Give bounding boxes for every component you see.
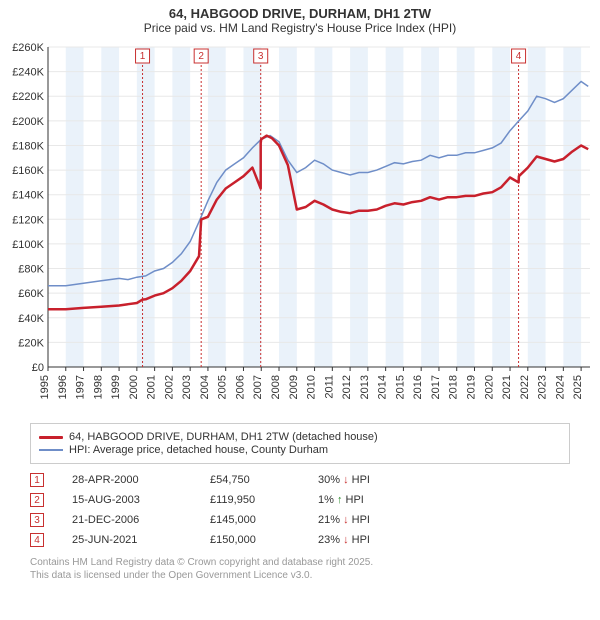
y-axis-label: £180K: [12, 140, 44, 152]
legend-label-hpi: HPI: Average price, detached house, Coun…: [69, 444, 328, 456]
x-axis-label: 2008: [270, 375, 282, 399]
x-axis-label: 2003: [181, 375, 193, 399]
legend-label-price: 64, HABGOOD DRIVE, DURHAM, DH1 2TW (deta…: [69, 431, 378, 443]
legend-swatch-price: [39, 436, 63, 439]
x-axis-label: 2023: [537, 375, 549, 399]
x-axis-label: 2005: [217, 375, 229, 399]
transaction-marker: 3: [30, 513, 44, 527]
transaction-date: 15-AUG-2003: [72, 494, 182, 506]
y-axis-label: £20K: [18, 337, 44, 349]
transaction-price: £150,000: [210, 534, 290, 546]
transaction-price: £54,750: [210, 474, 290, 486]
y-axis-label: £160K: [12, 165, 44, 177]
x-axis-label: 2020: [483, 375, 495, 399]
x-axis-label: 1999: [110, 375, 122, 399]
marker-label: 3: [258, 51, 264, 62]
x-axis-label: 2025: [572, 375, 584, 399]
transaction-date: 21-DEC-2006: [72, 514, 182, 526]
year-band: [101, 47, 119, 367]
x-axis-label: 2004: [199, 375, 211, 399]
y-axis-label: £240K: [12, 67, 44, 79]
x-axis-label: 2017: [430, 375, 442, 399]
marker-label: 1: [140, 51, 146, 62]
transaction-marker: 1: [30, 473, 44, 487]
x-axis-label: 2021: [501, 375, 513, 399]
year-band: [386, 47, 404, 367]
transaction-hpi: 30% ↓ HPI: [318, 474, 408, 486]
x-axis-label: 2019: [465, 375, 477, 399]
y-axis-label: £200K: [12, 116, 44, 128]
transaction-marker: 4: [30, 533, 44, 547]
x-axis-label: 2000: [128, 375, 140, 399]
y-axis-label: £100K: [12, 239, 44, 251]
x-axis-label: 2007: [252, 375, 264, 399]
x-axis-label: 2010: [306, 375, 318, 399]
footer-line-2: This data is licensed under the Open Gov…: [30, 569, 570, 582]
x-axis-label: 2013: [359, 375, 371, 399]
x-axis-label: 2022: [519, 375, 531, 399]
x-axis-label: 2018: [448, 375, 460, 399]
chart-title-block: 64, HABGOOD DRIVE, DURHAM, DH1 2TW Price…: [0, 0, 600, 37]
footer-line-1: Contains HM Land Registry data © Crown c…: [30, 556, 570, 569]
year-band: [137, 47, 155, 367]
legend: 64, HABGOOD DRIVE, DURHAM, DH1 2TW (deta…: [30, 423, 570, 464]
y-axis-label: £40K: [18, 313, 44, 325]
x-axis-label: 2016: [412, 375, 424, 399]
y-axis-label: £140K: [12, 190, 44, 202]
x-axis-label: 2009: [288, 375, 300, 399]
transaction-hpi: 1% ↑ HPI: [318, 494, 408, 506]
x-axis-label: 1998: [92, 375, 104, 399]
year-band: [563, 47, 581, 367]
year-band: [457, 47, 475, 367]
year-band: [243, 47, 261, 367]
x-axis-label: 1997: [75, 375, 87, 399]
year-band: [279, 47, 297, 367]
year-band: [528, 47, 546, 367]
y-axis-label: £80K: [18, 264, 44, 276]
transaction-hpi: 21% ↓ HPI: [318, 514, 408, 526]
legend-row-hpi: HPI: Average price, detached house, Coun…: [39, 444, 561, 456]
transaction-row: 1 28-APR-2000 £54,750 30% ↓ HPI: [30, 470, 570, 490]
line-chart: £0 £20K £40K £60K £80K £100K £120K £140K £160K £1…: [0, 37, 600, 417]
y-axis-label: £60K: [18, 288, 44, 300]
x-axis-label: 2006: [234, 375, 246, 399]
transaction-price: £145,000: [210, 514, 290, 526]
transactions-table: 1 28-APR-2000 £54,750 30% ↓ HPI 2 15-AUG-2003…: [30, 470, 570, 550]
y-axis-label: £260K: [12, 42, 44, 54]
x-axis-label: 2024: [554, 375, 566, 399]
x-axis-label: 1996: [57, 375, 69, 399]
x-axis-label: 2014: [377, 375, 389, 399]
year-band: [350, 47, 368, 367]
transaction-row: 4 25-JUN-2021 £150,000 23% ↓ HPI: [30, 530, 570, 550]
y-axis-label: £120K: [12, 214, 44, 226]
legend-swatch-hpi: [39, 449, 63, 451]
x-axis-label: 2012: [341, 375, 353, 399]
footer: Contains HM Land Registry data © Crown c…: [30, 556, 570, 582]
year-band: [66, 47, 84, 367]
transaction-date: 25-JUN-2021: [72, 534, 182, 546]
chart-title-1: 64, HABGOOD DRIVE, DURHAM, DH1 2TW: [0, 6, 600, 21]
transaction-marker: 2: [30, 493, 44, 507]
y-axis-label: £220K: [12, 91, 44, 103]
year-band: [208, 47, 226, 367]
x-axis-label: 2001: [146, 375, 158, 399]
chart-title-2: Price paid vs. HM Land Registry's House …: [0, 21, 600, 35]
transaction-date: 28-APR-2000: [72, 474, 182, 486]
x-axis-label: 2015: [394, 375, 406, 399]
transaction-hpi: 23% ↓ HPI: [318, 534, 408, 546]
y-axis-label: £0: [32, 362, 44, 374]
transaction-row: 2 15-AUG-2003 £119,950 1% ↑ HPI: [30, 490, 570, 510]
legend-row-price: 64, HABGOOD DRIVE, DURHAM, DH1 2TW (deta…: [39, 431, 561, 443]
marker-label: 2: [198, 51, 204, 62]
year-band: [172, 47, 190, 367]
x-axis-label: 1995: [39, 375, 51, 399]
x-axis-label: 2002: [163, 375, 175, 399]
chart-svg: £0 £20K £40K £60K £80K £100K £120K £140K £160K £1…: [0, 37, 600, 417]
transaction-row: 3 21-DEC-2006 £145,000 21% ↓ HPI: [30, 510, 570, 530]
x-axis-label: 2011: [323, 375, 335, 399]
transaction-price: £119,950: [210, 494, 290, 506]
marker-label: 4: [516, 51, 522, 62]
year-band: [421, 47, 439, 367]
year-band: [492, 47, 510, 367]
